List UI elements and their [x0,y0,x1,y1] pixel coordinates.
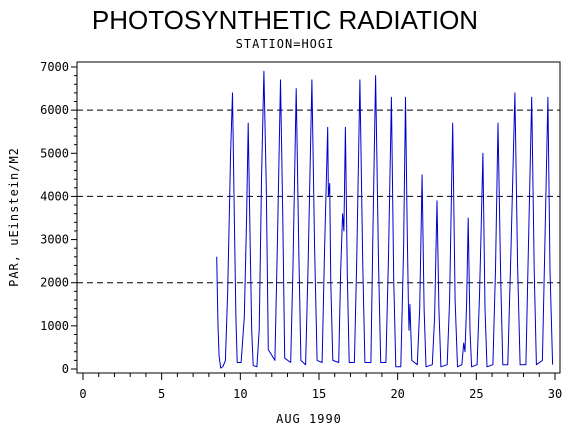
x-tick-label: 30 [548,387,562,401]
plot-frame [76,61,561,374]
y-tick-label: 4000 [40,189,69,203]
y-tick-label: 1000 [40,319,69,333]
x-axis: 0 5 10 15 20 25 30 [79,373,562,401]
series-group [216,70,554,369]
x-tick-label: 0 [79,387,86,401]
chart-subtitle: STATION=HOGI [236,37,335,51]
reference-lines [77,109,560,284]
x-tick-label: 5 [158,387,165,401]
x-tick-label: 20 [390,387,404,401]
x-tick-label: 25 [469,387,483,401]
y-tick-label: 6000 [40,103,69,117]
x-tick-label: 15 [312,387,326,401]
y-tick-label: 7000 [40,60,69,74]
y-axis-label: PAR, uEinstein/M2 [7,147,21,287]
y-tick-label: 3000 [40,233,69,247]
x-tick-label: 10 [233,387,247,401]
x-axis-label: AUG 1990 [276,412,342,426]
y-tick-label: 2000 [40,276,69,290]
chart-title: PHOTOSYNTHETIC RADIATION [92,5,478,35]
y-tick-label: 5000 [40,146,69,160]
series-line [216,70,554,369]
y-tick-label: 0 [62,362,69,376]
y-axis: 0 1000 2000 3000 4000 5000 6000 7000 [40,60,77,376]
